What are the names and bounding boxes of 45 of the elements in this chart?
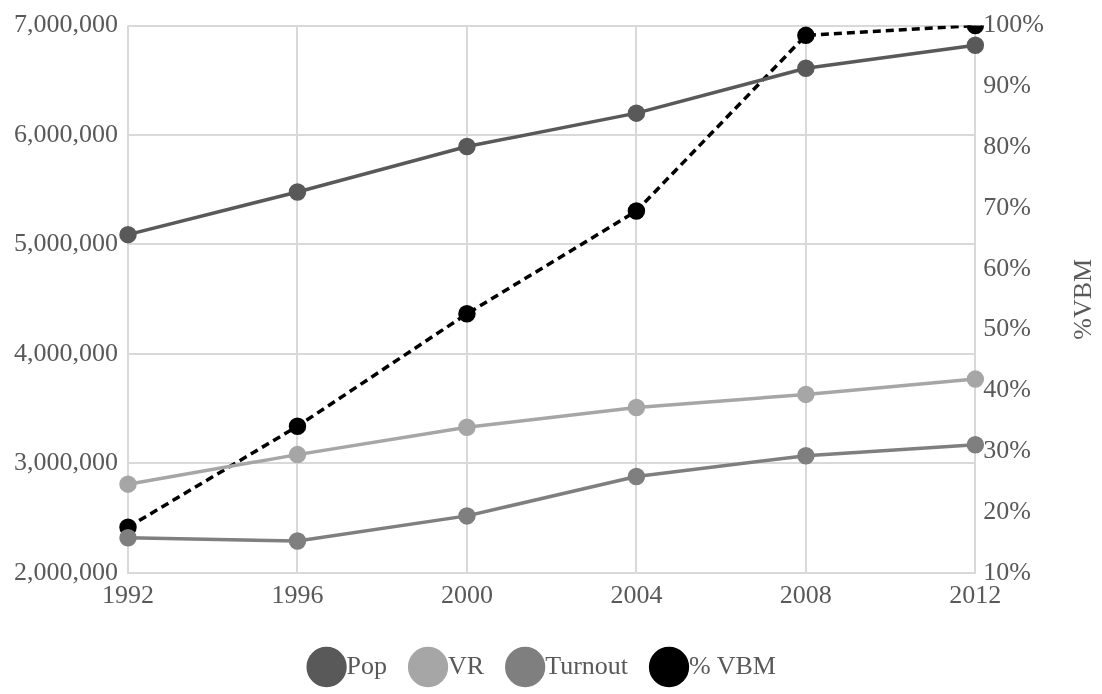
- y2-tick-label: 60%: [983, 252, 1032, 282]
- point: [627, 104, 646, 122]
- point: [119, 475, 137, 493]
- point: [288, 445, 307, 464]
- point: [797, 385, 815, 404]
- legend-label: % VBM: [689, 650, 776, 680]
- y-tick-label: 3,000,000: [14, 447, 118, 477]
- x-tick-label: 1996: [271, 580, 324, 610]
- y2-tick-label: 50%: [983, 313, 1032, 343]
- point: [458, 305, 476, 323]
- y2-tick-label: 30%: [983, 435, 1032, 465]
- point: [966, 36, 985, 55]
- x-tick-label: 2004: [610, 580, 663, 610]
- point: [627, 398, 646, 417]
- y-tick-label: 5,000,000: [14, 228, 118, 258]
- point: [627, 202, 646, 220]
- y2-tick-label: 80%: [983, 131, 1032, 161]
- point: [797, 26, 815, 45]
- point: [288, 183, 307, 201]
- y2-tick-label: 40%: [983, 374, 1032, 404]
- legend-label: Turnout: [545, 650, 629, 680]
- x-tick-label: 2008: [779, 580, 832, 610]
- point: [458, 507, 476, 525]
- point: [966, 436, 985, 454]
- point: [966, 370, 985, 388]
- point: [458, 137, 476, 156]
- y2-axis-title: %VBM: [1067, 258, 1097, 340]
- point: [288, 417, 307, 436]
- y2-tick-label: 90%: [983, 70, 1032, 100]
- legend-label: Pop: [346, 650, 388, 680]
- point: [627, 467, 646, 486]
- point: [288, 532, 307, 550]
- point: [119, 529, 137, 547]
- y2-tick-label: 100%: [983, 9, 1045, 39]
- y2-tick-label: 20%: [983, 495, 1032, 525]
- x-tick-label: 2000: [440, 580, 493, 610]
- point: [797, 446, 815, 465]
- point: [458, 418, 476, 436]
- y-tick-label: 4,000,000: [14, 337, 118, 367]
- legend-label: VR: [448, 650, 485, 680]
- y-tick-label: 6,000,000: [14, 118, 118, 148]
- y-tick-label: 7,000,000: [14, 9, 118, 39]
- point: [119, 225, 137, 244]
- y2-tick-label: 70%: [983, 191, 1032, 221]
- point: [797, 59, 815, 78]
